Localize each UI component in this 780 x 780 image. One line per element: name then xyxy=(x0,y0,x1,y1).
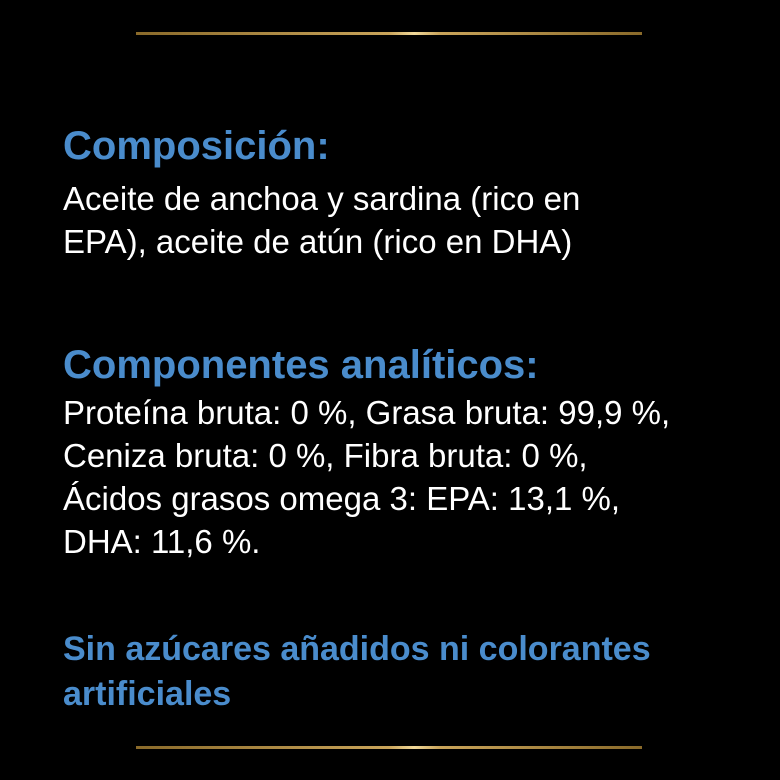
composition-heading: Composición: xyxy=(63,124,330,168)
composition-line: EPA), aceite de atún (rico en DHA) xyxy=(63,223,573,260)
note-line: Sin azúcares añadidos ni colorantes xyxy=(63,630,651,668)
analytical-line: DHA: 11,6 %. xyxy=(63,523,261,560)
composition-text: Aceite de anchoa y sardina (rico en EPA)… xyxy=(63,177,580,263)
bottom-gold-divider xyxy=(136,746,642,749)
analytical-line: Proteína bruta: 0 %, Grasa bruta: 99,9 %… xyxy=(63,394,671,431)
analytical-line: Ceniza bruta: 0 %, Fibra bruta: 0 %, xyxy=(63,437,588,474)
analytical-heading: Componentes analíticos: xyxy=(63,343,539,387)
note-line: artificiales xyxy=(63,675,232,713)
analytical-text: Proteína bruta: 0 %, Grasa bruta: 99,9 %… xyxy=(63,391,670,563)
no-additives-note: Sin azúcares añadidos ni colorantes arti… xyxy=(63,627,651,717)
analytical-line: Ácidos grasos omega 3: EPA: 13,1 %, xyxy=(63,480,621,517)
top-gold-divider xyxy=(136,32,642,35)
composition-line: Aceite de anchoa y sardina (rico en xyxy=(63,180,581,217)
